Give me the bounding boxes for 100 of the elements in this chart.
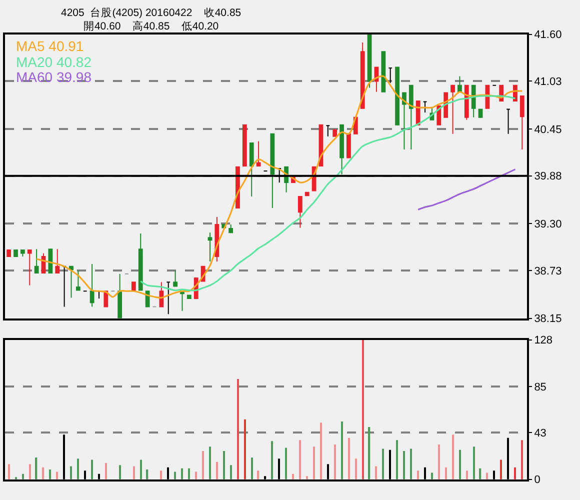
candlestick (48, 248, 53, 274)
candlestick (381, 51, 386, 92)
candlestick (388, 68, 393, 84)
candlestick (228, 224, 233, 234)
bar (140, 460, 142, 480)
bar (202, 450, 204, 480)
bar (181, 468, 183, 480)
line-series (140, 95, 516, 292)
y-tick-label: 39.88 (534, 170, 562, 183)
candlestick (186, 294, 192, 300)
candlestick (20, 249, 25, 258)
candlestick (138, 233, 143, 291)
bar (223, 450, 225, 480)
bar (251, 458, 253, 480)
candlestick (506, 108, 510, 134)
bar (195, 472, 197, 480)
candlestick (118, 273, 122, 318)
bar (292, 474, 294, 480)
candlestick (34, 248, 39, 274)
bar (445, 467, 447, 480)
candlestick (242, 124, 247, 166)
bar (306, 476, 308, 480)
candlestick (450, 84, 455, 134)
candlestick (340, 124, 344, 175)
bar (49, 470, 52, 480)
candlestick (326, 125, 330, 137)
bar (105, 462, 107, 480)
bar (77, 458, 79, 480)
bar (271, 441, 274, 480)
y-tick-label: 85 (534, 382, 546, 394)
bar (396, 440, 398, 480)
bar (417, 470, 419, 480)
bar (334, 444, 336, 480)
candlestick (27, 249, 32, 286)
bar (216, 462, 218, 480)
text: MA20 40.82 (16, 54, 92, 70)
bar (368, 427, 370, 480)
candlestick (55, 248, 60, 274)
candlestick (520, 96, 524, 150)
y-tick-label: 38.15 (534, 313, 562, 326)
y-tick-label: 0 (534, 474, 540, 486)
bar (188, 468, 190, 480)
bar (459, 450, 461, 480)
candlestick (270, 133, 275, 208)
bar (438, 444, 440, 480)
y-tick-label: 40.45 (534, 124, 562, 136)
candlestick (395, 66, 400, 126)
bar (431, 472, 433, 480)
bar (479, 468, 482, 480)
bar (452, 434, 454, 480)
bar (35, 458, 38, 480)
bar (313, 446, 315, 480)
bar (466, 470, 468, 480)
candlestick (408, 84, 414, 150)
candlestick (298, 196, 302, 228)
candlestick (173, 270, 178, 287)
bar (91, 460, 93, 480)
candlestick (436, 105, 442, 126)
bar (8, 464, 10, 480)
text: MA5 40.91 (16, 38, 84, 54)
candlestick (471, 84, 476, 118)
bar (410, 448, 412, 480)
candlestick (249, 142, 254, 197)
candlestick (360, 42, 365, 109)
candlestick (166, 282, 171, 315)
bar (70, 466, 72, 480)
bar (146, 470, 148, 480)
bar (362, 340, 364, 480)
bar (29, 464, 31, 480)
bar (257, 470, 260, 480)
candlestick (76, 270, 80, 291)
candlestick (159, 282, 164, 308)
y-tick-label: 128 (534, 334, 553, 347)
bar (285, 448, 287, 480)
y-tick-label: 43 (534, 427, 546, 440)
y-tick-label: 39.30 (534, 218, 562, 230)
candlestick (131, 282, 136, 291)
bar (22, 474, 24, 480)
candlestick (6, 249, 12, 258)
candlestick (256, 140, 261, 166)
candlestick (458, 76, 462, 92)
bar (42, 467, 44, 480)
bar (500, 460, 502, 480)
y-tick-label: 38.73 (534, 265, 562, 278)
y-tick-label: 41.60 (534, 29, 562, 42)
bar (403, 450, 405, 480)
bar (209, 446, 211, 480)
candlestick (208, 232, 212, 262)
candlestick (332, 129, 338, 137)
bar (382, 448, 384, 480)
bar (133, 466, 135, 480)
candlestick (478, 108, 483, 118)
bar (375, 466, 378, 480)
candlestick (304, 192, 310, 196)
bar (230, 465, 232, 480)
bar (299, 440, 301, 480)
bar (473, 446, 475, 480)
bar (56, 472, 58, 480)
bar (160, 470, 162, 480)
bar (244, 419, 246, 480)
